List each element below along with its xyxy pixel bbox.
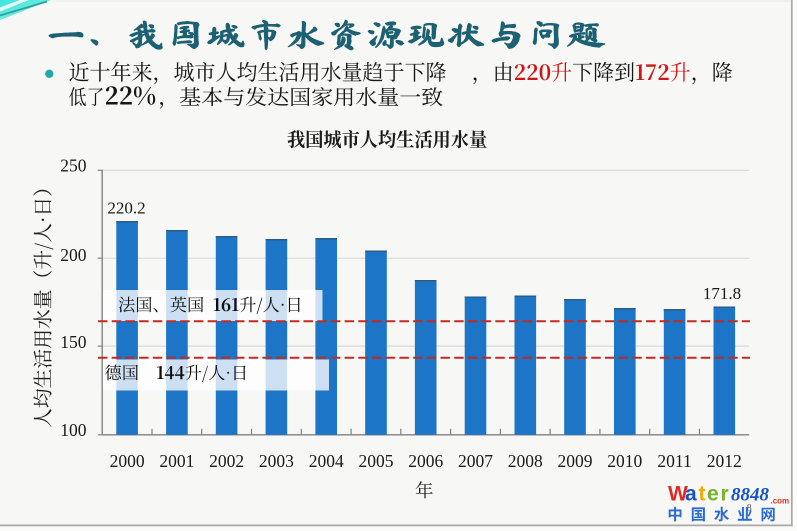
svg-text:2009: 2009 — [558, 451, 593, 471]
svg-text:2006: 2006 — [408, 451, 443, 471]
svg-text:8848: 8848 — [731, 485, 770, 506]
svg-text:t: t — [699, 483, 706, 506]
svg-text:100: 100 — [60, 420, 87, 440]
svg-text:2002: 2002 — [209, 451, 244, 471]
svg-text:r: r — [721, 483, 729, 506]
svg-text:a: a — [685, 483, 697, 506]
svg-text:2012: 2012 — [707, 451, 742, 471]
svg-text:171.8: 171.8 — [703, 284, 741, 303]
svg-text:2000: 2000 — [110, 451, 145, 471]
svg-text:2003: 2003 — [259, 451, 294, 471]
svg-text:2011: 2011 — [657, 451, 691, 471]
svg-text:2007: 2007 — [458, 451, 493, 471]
svg-text:2004: 2004 — [309, 451, 344, 471]
svg-text:W: W — [668, 483, 688, 506]
svg-text:220.2: 220.2 — [107, 199, 145, 218]
svg-text:150: 150 — [60, 332, 87, 352]
svg-text:2008: 2008 — [508, 451, 543, 471]
svg-text:250: 250 — [60, 156, 87, 176]
svg-text:2001: 2001 — [159, 451, 194, 471]
svg-text:2005: 2005 — [359, 451, 394, 471]
svg-text:200: 200 — [60, 245, 87, 265]
svg-text:e: e — [707, 483, 719, 506]
svg-text:2010: 2010 — [607, 451, 642, 471]
svg-text:8: 8 — [747, 503, 752, 514]
svg-text:.com: .com — [771, 497, 790, 506]
